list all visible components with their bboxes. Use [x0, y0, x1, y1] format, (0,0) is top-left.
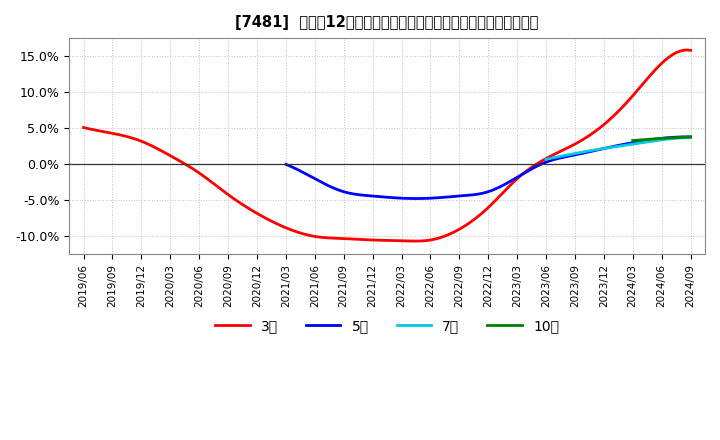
3年 — [631, 90, 640, 95]
Line: 5年: 5年 — [286, 137, 690, 198]
5年 — [686, 134, 695, 139]
3年 — [686, 48, 695, 53]
3年 — [682, 48, 690, 53]
Line: 3年: 3年 — [84, 50, 690, 241]
5年 — [682, 134, 690, 139]
5年 — [412, 196, 420, 201]
7年 — [628, 142, 636, 147]
7年 — [664, 136, 672, 142]
7年 — [542, 157, 551, 162]
5年 — [531, 165, 539, 170]
3年 — [441, 233, 449, 238]
7年 — [672, 136, 681, 141]
5年 — [282, 161, 290, 167]
3年 — [453, 228, 462, 233]
3年 — [410, 238, 419, 244]
10年 — [629, 138, 637, 143]
10年 — [686, 134, 695, 139]
7年 — [627, 142, 636, 147]
5年 — [524, 168, 533, 173]
7年 — [686, 135, 695, 140]
5年 — [624, 141, 633, 146]
10年 — [657, 136, 666, 141]
7年 — [630, 141, 639, 147]
7年 — [541, 157, 550, 162]
3年 — [79, 125, 88, 130]
3年 — [443, 233, 451, 238]
Title: [7481]  売上高12か月移動合計の対前年同期増減率の平均値の推移: [7481] 売上高12か月移動合計の対前年同期増減率の平均値の推移 — [235, 15, 539, 30]
5年 — [523, 169, 531, 174]
5年 — [283, 162, 292, 168]
5年 — [649, 137, 658, 142]
Line: 7年: 7年 — [546, 138, 690, 159]
3年 — [81, 125, 90, 131]
3年 — [593, 127, 601, 132]
Line: 10年: 10年 — [633, 137, 690, 140]
Legend: 3年, 5年, 7年, 10年: 3年, 5年, 7年, 10年 — [210, 313, 564, 338]
